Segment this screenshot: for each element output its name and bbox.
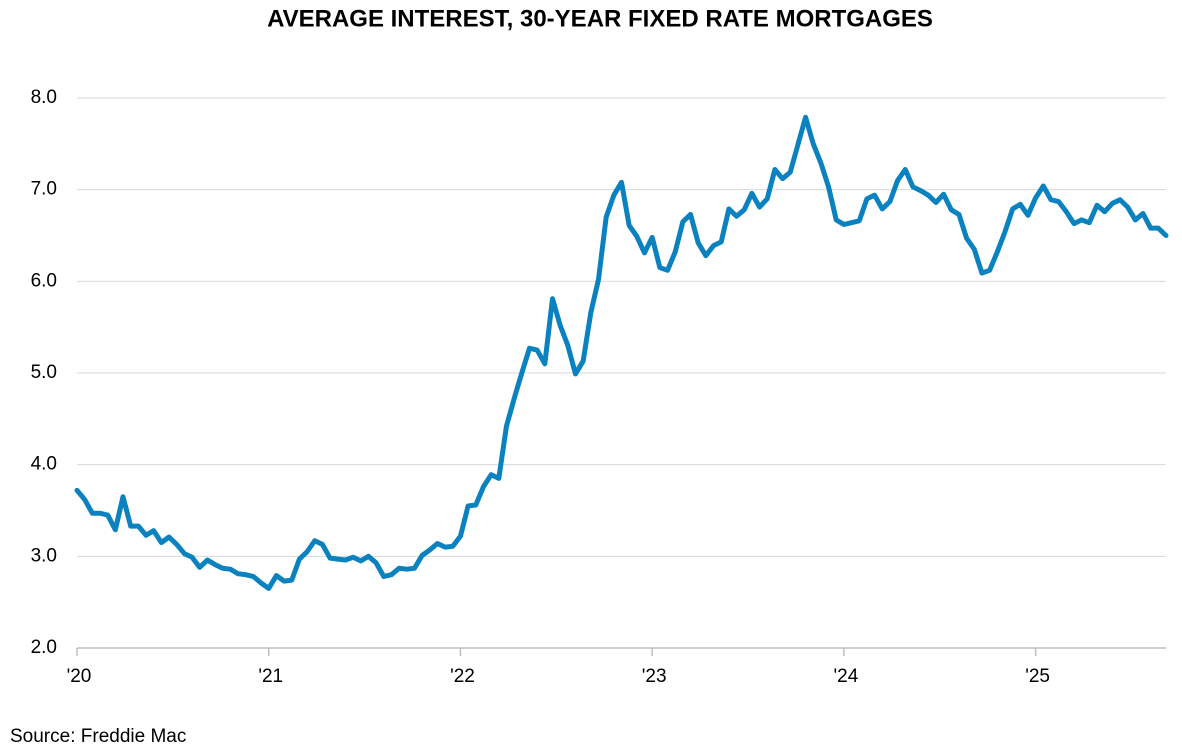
x-tick-label: '23 [642, 666, 667, 687]
rate-line [74, 114, 1169, 591]
y-tick-label: 2.0 [31, 637, 57, 658]
x-tick-label: '22 [450, 666, 475, 687]
x-tick-label: '20 [67, 666, 92, 687]
source-note: Source: Freddie Mac [10, 726, 186, 747]
y-tick-label: 8.0 [31, 87, 57, 108]
y-tick-label: 5.0 [31, 362, 57, 383]
x-tick-label: '21 [258, 666, 283, 687]
y-tick-label: 3.0 [31, 545, 57, 566]
y-tick-label: 7.0 [31, 179, 57, 200]
x-tick-label: '24 [834, 666, 859, 687]
chart-title: AVERAGE INTEREST, 30-YEAR FIXED RATE MOR… [267, 5, 933, 32]
y-tick-label: 6.0 [31, 270, 57, 291]
y-tick-label: 4.0 [31, 454, 57, 475]
x-tick-label: '25 [1025, 666, 1050, 687]
